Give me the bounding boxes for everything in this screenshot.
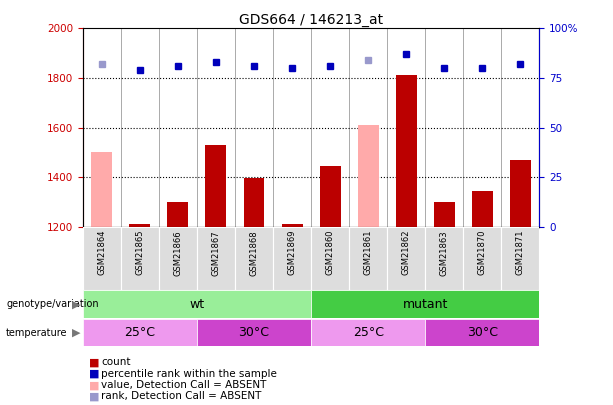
FancyBboxPatch shape [235,227,273,290]
FancyBboxPatch shape [83,319,197,346]
Text: GSM21860: GSM21860 [326,230,335,275]
FancyBboxPatch shape [387,227,425,290]
FancyBboxPatch shape [425,319,539,346]
Text: count: count [101,358,131,367]
Text: GSM21863: GSM21863 [440,230,449,275]
Text: GSM21861: GSM21861 [364,230,373,275]
Text: GSM21867: GSM21867 [211,230,221,275]
FancyBboxPatch shape [273,227,311,290]
FancyBboxPatch shape [159,227,197,290]
Bar [434,202,455,227]
Text: GSM21871: GSM21871 [516,230,525,275]
Text: 25°C: 25°C [124,326,155,339]
Bar [91,152,112,227]
Text: value, Detection Call = ABSENT: value, Detection Call = ABSENT [101,380,267,390]
Text: 30°C: 30°C [238,326,270,339]
FancyBboxPatch shape [463,227,501,290]
Text: GSM21868: GSM21868 [249,230,259,275]
Text: genotype/variation: genotype/variation [6,299,99,309]
Bar [472,191,493,227]
Text: GSM21870: GSM21870 [478,230,487,275]
FancyBboxPatch shape [311,290,539,318]
Text: GSM21865: GSM21865 [135,230,144,275]
Bar [243,179,264,227]
Text: 25°C: 25°C [352,326,384,339]
Text: ■: ■ [89,392,99,401]
FancyBboxPatch shape [197,319,311,346]
Bar [510,160,531,227]
Text: ■: ■ [89,369,99,379]
Bar [319,166,341,227]
Bar [358,125,379,227]
Text: mutant: mutant [403,298,448,311]
Bar [167,202,188,227]
Text: GSM21869: GSM21869 [287,230,297,275]
Bar [396,75,417,227]
Bar [205,145,226,227]
Text: GSM21864: GSM21864 [97,230,106,275]
FancyBboxPatch shape [311,227,349,290]
Text: percentile rank within the sample: percentile rank within the sample [101,369,277,379]
FancyBboxPatch shape [83,227,121,290]
Text: temperature: temperature [6,328,67,337]
Text: rank, Detection Call = ABSENT: rank, Detection Call = ABSENT [101,392,262,401]
Text: ■: ■ [89,358,99,367]
FancyBboxPatch shape [425,227,463,290]
FancyBboxPatch shape [349,227,387,290]
Bar [129,224,150,227]
Text: ■: ■ [89,380,99,390]
Text: GSM21862: GSM21862 [402,230,411,275]
FancyBboxPatch shape [311,319,425,346]
Bar [281,224,303,227]
Text: wt: wt [189,298,205,311]
FancyBboxPatch shape [121,227,159,290]
Text: 30°C: 30°C [467,326,498,339]
Title: GDS664 / 146213_at: GDS664 / 146213_at [239,13,383,27]
Text: ▶: ▶ [72,328,81,337]
FancyBboxPatch shape [197,227,235,290]
FancyBboxPatch shape [83,290,311,318]
Text: ▶: ▶ [72,299,81,309]
FancyBboxPatch shape [501,227,539,290]
Text: GSM21866: GSM21866 [173,230,183,275]
